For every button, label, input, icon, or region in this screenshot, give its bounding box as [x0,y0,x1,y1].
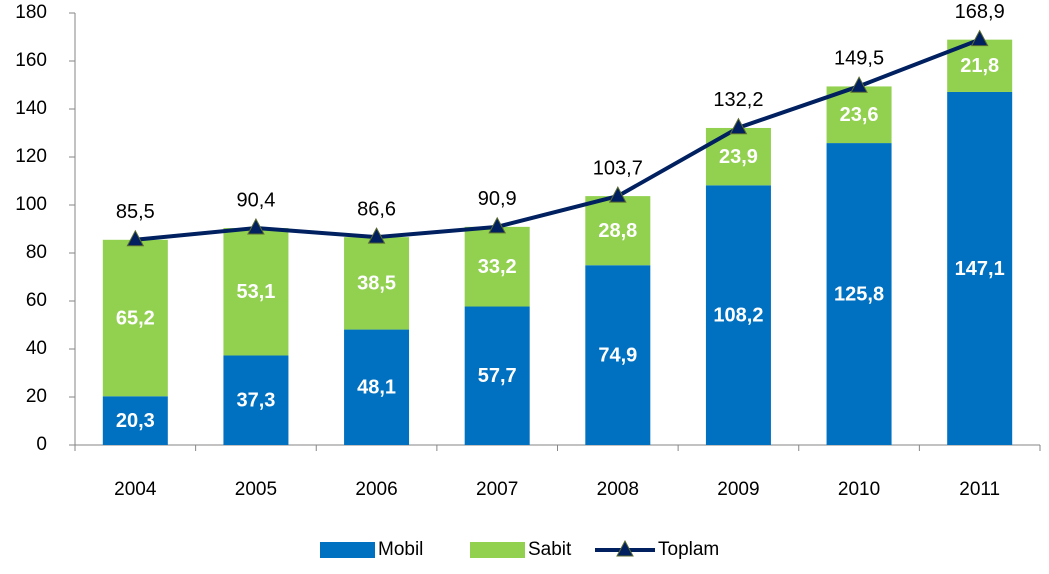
data-label: 20,3 [116,410,155,432]
data-label: 90,9 [478,188,517,210]
x-tick-label: 2010 [838,479,880,500]
legend-label: Sabit [528,539,572,560]
line-marker [367,227,386,244]
bar-segment [585,265,651,445]
data-label: 37,3 [236,390,275,412]
bar-segment [947,91,1013,446]
bar-segment [344,237,410,330]
data-label: 149,5 [834,47,884,69]
x-tick-label: 2009 [717,479,759,500]
bar-segment [223,228,289,356]
line-marker [729,117,748,135]
data-label: 74,9 [598,344,637,366]
y-tick-label: 100 [15,194,47,215]
total-line [135,37,981,242]
data-label: 103,7 [593,157,643,179]
bar-segment [705,185,771,445]
legend-swatch [470,542,525,558]
bar-segment [826,86,892,144]
line-marker [488,216,507,234]
y-tick-label: 80 [26,242,47,263]
y-tick-label: 120 [15,146,47,167]
line-marker [850,76,868,93]
y-tick-label: 140 [15,98,47,119]
data-label: 23,9 [719,146,758,168]
line-marker [970,29,989,47]
data-label: 48,1 [357,377,396,399]
bar-segment [344,329,410,445]
data-label: 147,1 [955,258,1005,280]
bar-segment [464,306,530,445]
bar-segment [102,239,168,397]
legend-label: Mobil [378,539,423,560]
data-label: 53,1 [236,281,275,303]
x-tick-label: 2011 [959,479,1000,500]
legend-swatch [320,542,375,558]
data-label: 90,4 [236,189,275,211]
data-label: 21,8 [960,55,999,77]
data-label: 38,5 [357,273,396,295]
x-tick-label: 2005 [235,479,277,500]
data-label: 23,6 [840,104,879,126]
bar-segment [585,196,651,266]
data-label: 86,6 [357,198,396,220]
y-tick-label: 40 [26,338,47,359]
data-label: 132,2 [713,89,763,111]
data-label: 65,2 [116,307,155,329]
y-tick-label: 160 [15,50,47,71]
bar-segment [826,143,892,445]
data-label: 33,2 [478,256,517,278]
data-label: 168,9 [955,1,1005,23]
line-marker [608,186,627,203]
data-label: 125,8 [834,283,884,305]
y-tick-label: 60 [26,290,47,311]
data-label: 85,5 [116,201,155,223]
legend-marker [616,539,634,557]
x-tick-label: 2008 [597,479,639,500]
x-tick-label: 2004 [114,479,157,500]
data-label: 57,7 [478,365,517,387]
line-marker [247,217,265,235]
bar-segment [464,226,530,307]
data-label: 28,8 [598,220,637,242]
line-marker [126,229,145,247]
data-label: 108,2 [713,304,763,326]
y-tick-label: 20 [26,386,47,407]
x-tick-label: 2006 [355,479,397,500]
bar-segment [705,127,771,186]
legend-label: Toplam [658,539,719,560]
y-tick-label: 180 [15,2,47,23]
bar-segment [223,355,289,445]
y-tick-label: 0 [36,434,47,455]
x-tick-label: 2007 [476,479,518,500]
bar-segment [102,396,168,445]
